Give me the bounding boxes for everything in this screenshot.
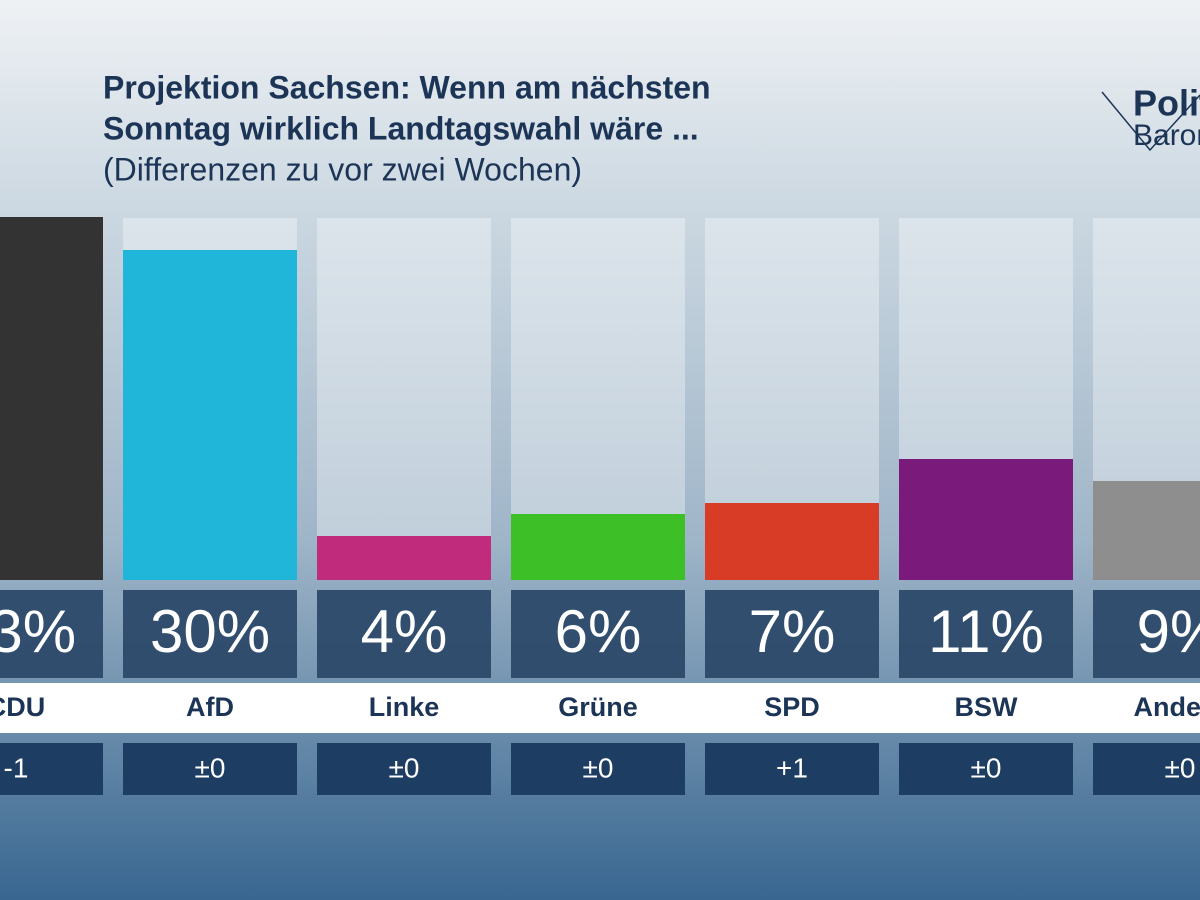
value-label: 6% bbox=[555, 598, 642, 665]
chart-title: Projektion Sachsen: Wenn am nächsten bbox=[103, 69, 711, 105]
change-box bbox=[705, 743, 879, 795]
change-box bbox=[317, 743, 491, 795]
change-label: ±0 bbox=[389, 752, 420, 783]
change-box bbox=[123, 743, 297, 795]
category-label: Linke bbox=[369, 692, 440, 722]
category-band bbox=[0, 683, 1200, 733]
category-label: BSW bbox=[955, 692, 1019, 722]
change-label: ±0 bbox=[1165, 752, 1196, 783]
bar bbox=[317, 536, 491, 580]
value-label: 9% bbox=[1137, 598, 1200, 665]
logo: Barometer bbox=[1133, 119, 1200, 152]
value-box bbox=[0, 590, 103, 678]
value-label: 30% bbox=[150, 598, 270, 665]
chart-subtitle: (Differenzen zu vor zwei Wochen) bbox=[103, 151, 582, 187]
category-label: Andere bbox=[1133, 692, 1200, 722]
bar bbox=[899, 459, 1073, 580]
change-label: ±0 bbox=[583, 752, 614, 783]
change-label: +1 bbox=[776, 752, 808, 783]
change-box bbox=[511, 743, 685, 795]
value-box bbox=[511, 590, 685, 678]
value-box bbox=[705, 590, 879, 678]
chart-title: Sonntag wirklich Landtagswahl wäre ... bbox=[103, 110, 699, 146]
change-label: ±0 bbox=[971, 752, 1002, 783]
value-label: 33% bbox=[0, 598, 76, 665]
value-label: 7% bbox=[749, 598, 836, 665]
plot: 33% CDU -1 30% AfD ±0 4% Linke ±0 6% Grüne ±0 7% SPD +… bbox=[0, 217, 1200, 795]
column-background bbox=[317, 218, 491, 580]
category-label: AfD bbox=[186, 692, 234, 722]
logo-mark bbox=[1101, 91, 1200, 152]
category-label: Grüne bbox=[558, 692, 638, 722]
change-label: -1 bbox=[4, 752, 29, 783]
change-box bbox=[899, 743, 1073, 795]
bar bbox=[0, 217, 103, 580]
value-label: 4% bbox=[361, 598, 448, 665]
value-box bbox=[123, 590, 297, 678]
value-label: 11% bbox=[928, 598, 1044, 665]
logo: Polit bbox=[1133, 83, 1200, 124]
bar bbox=[705, 503, 879, 580]
change-label: ±0 bbox=[195, 752, 226, 783]
bar bbox=[1093, 481, 1200, 580]
change-box bbox=[1093, 743, 1200, 795]
change-box bbox=[0, 743, 103, 795]
bar bbox=[123, 250, 297, 580]
value-box bbox=[317, 590, 491, 678]
value-box bbox=[899, 590, 1073, 678]
category-label: CDU bbox=[0, 692, 45, 722]
value-box bbox=[1093, 590, 1200, 678]
category-label: SPD bbox=[764, 692, 820, 722]
bar bbox=[511, 514, 685, 580]
